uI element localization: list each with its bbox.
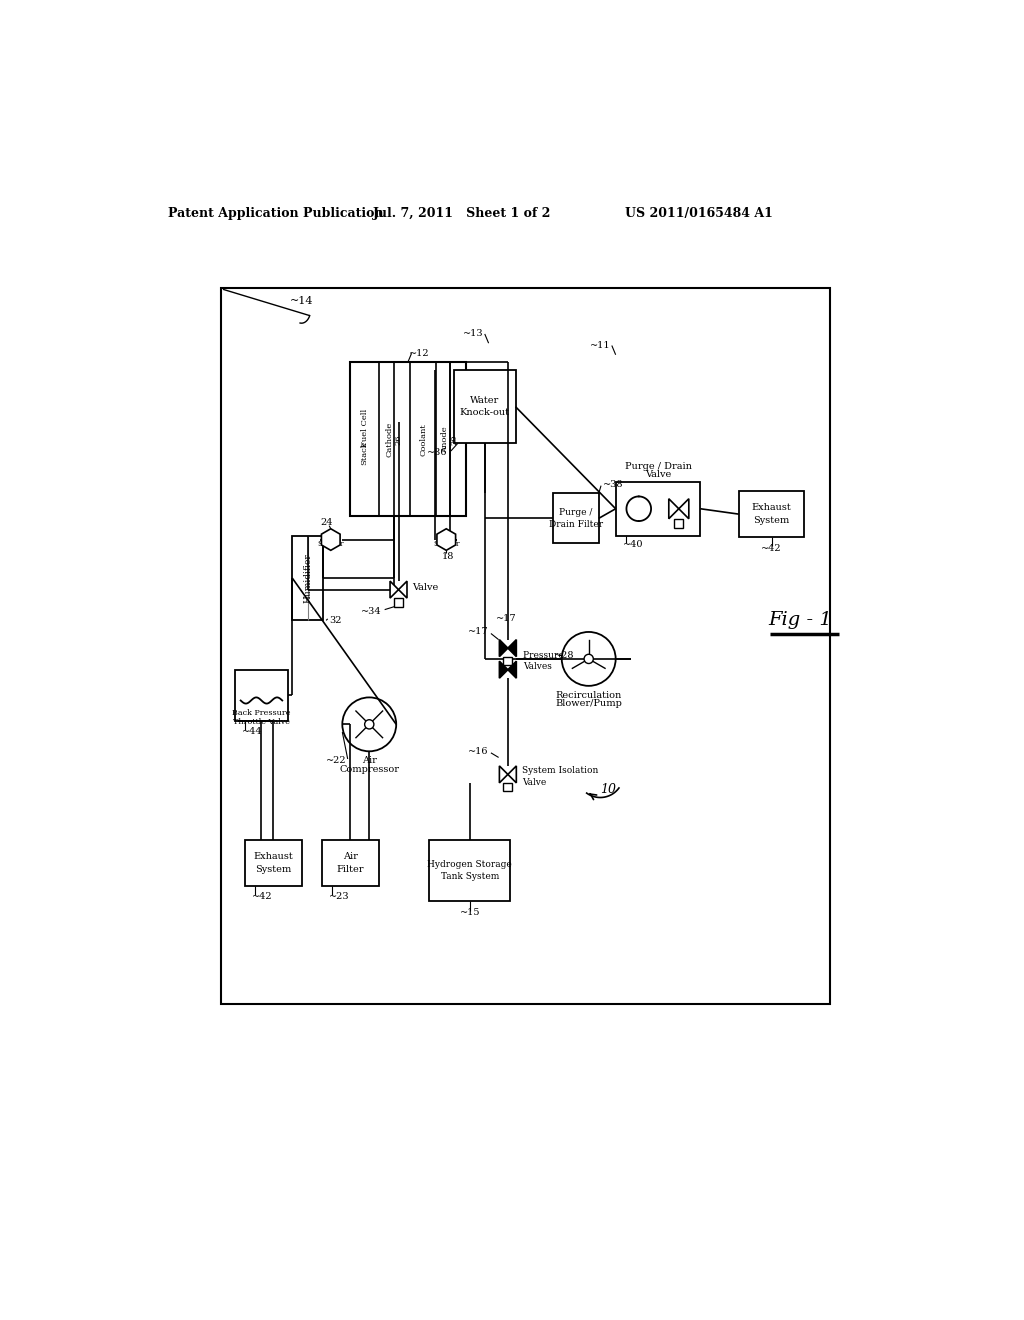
- Text: ~14: ~14: [290, 296, 313, 306]
- Bar: [229, 659, 407, 767]
- Polygon shape: [679, 499, 689, 519]
- Text: System: System: [255, 865, 292, 874]
- Text: ~40: ~40: [624, 540, 644, 549]
- Bar: [234, 671, 289, 721]
- Text: Blower/Pump: Blower/Pump: [555, 700, 623, 708]
- Bar: [615, 482, 700, 536]
- Polygon shape: [322, 529, 340, 550]
- Text: ~38: ~38: [602, 479, 623, 488]
- Text: Pr
Sensor: Pr Sensor: [433, 531, 460, 548]
- Text: Humidifier: Humidifier: [303, 553, 312, 603]
- Text: ~13: ~13: [463, 330, 483, 338]
- Circle shape: [342, 697, 396, 751]
- Bar: [245, 840, 302, 886]
- Text: Back Pressure: Back Pressure: [232, 709, 291, 717]
- Bar: [674, 519, 683, 528]
- Text: Throttle Valve: Throttle Valve: [233, 718, 290, 726]
- Text: Pressure Control: Pressure Control: [523, 651, 601, 660]
- Text: Patent Application Publication: Patent Application Publication: [168, 207, 383, 220]
- Text: Jul. 7, 2011   Sheet 1 of 2: Jul. 7, 2011 Sheet 1 of 2: [373, 207, 551, 220]
- Bar: [292, 536, 323, 620]
- Polygon shape: [398, 581, 407, 598]
- Polygon shape: [390, 581, 398, 598]
- Bar: [429, 840, 510, 902]
- Text: Air: Air: [361, 756, 377, 766]
- Text: ~36: ~36: [427, 447, 447, 457]
- Text: Pr
Sensor: Pr Sensor: [317, 531, 344, 548]
- Text: Coolant: Coolant: [419, 424, 427, 455]
- Circle shape: [365, 719, 374, 729]
- Text: ~42: ~42: [252, 892, 272, 902]
- Bar: [739, 491, 804, 537]
- Text: 32: 32: [330, 616, 342, 624]
- Text: Valve: Valve: [645, 470, 671, 479]
- Text: ~16: ~16: [468, 747, 488, 756]
- Text: 10: 10: [600, 783, 616, 796]
- Polygon shape: [500, 640, 508, 656]
- Text: ~34: ~34: [360, 607, 382, 615]
- Text: Exhaust: Exhaust: [752, 503, 792, 512]
- Polygon shape: [508, 640, 516, 656]
- Text: ~11: ~11: [590, 341, 610, 350]
- Bar: [221, 288, 829, 1003]
- Bar: [539, 482, 692, 558]
- Bar: [427, 355, 620, 693]
- Bar: [553, 494, 599, 544]
- Bar: [503, 783, 512, 792]
- Text: ~12: ~12: [409, 348, 430, 358]
- Text: Hydrogen Storage: Hydrogen Storage: [427, 861, 512, 869]
- Bar: [350, 363, 466, 516]
- Text: Valves: Valves: [523, 663, 552, 671]
- Text: Fuel Cell: Fuel Cell: [360, 409, 369, 447]
- Text: System: System: [754, 516, 790, 525]
- Text: Exhaust: Exhaust: [254, 853, 293, 861]
- Bar: [300, 343, 493, 675]
- Polygon shape: [669, 499, 679, 519]
- Text: Water: Water: [470, 396, 500, 405]
- Circle shape: [584, 655, 593, 664]
- Bar: [429, 729, 556, 829]
- Text: 24: 24: [321, 519, 333, 527]
- Text: Valve: Valve: [413, 583, 438, 591]
- Text: 18: 18: [441, 552, 454, 561]
- Text: US 2011/0165484 A1: US 2011/0165484 A1: [625, 207, 773, 220]
- Text: Cathode
26: Cathode 26: [385, 422, 402, 457]
- Text: ~44: ~44: [243, 727, 263, 735]
- Text: ~28: ~28: [554, 651, 574, 660]
- Text: Compressor: Compressor: [339, 764, 399, 774]
- Text: Knock-out: Knock-out: [460, 408, 510, 417]
- Text: Purge /: Purge /: [559, 508, 592, 516]
- Text: Air: Air: [343, 853, 357, 861]
- Text: Fig - 1: Fig - 1: [769, 611, 833, 630]
- Text: ~17: ~17: [468, 627, 488, 636]
- Text: Valve: Valve: [521, 777, 546, 787]
- Text: Tank System: Tank System: [440, 873, 499, 882]
- Text: Purge / Drain: Purge / Drain: [625, 462, 691, 471]
- Text: Stack: Stack: [360, 441, 369, 465]
- Bar: [394, 598, 403, 607]
- Bar: [503, 656, 512, 665]
- Text: Filter: Filter: [337, 865, 365, 874]
- Text: Drain Filter: Drain Filter: [549, 520, 603, 529]
- Circle shape: [562, 632, 615, 686]
- Bar: [454, 370, 515, 444]
- Text: Anode
20: Anode 20: [441, 426, 459, 453]
- Text: Recirculation: Recirculation: [556, 690, 622, 700]
- Bar: [322, 840, 379, 886]
- Text: ~42: ~42: [761, 544, 782, 553]
- Text: ~23: ~23: [330, 892, 350, 902]
- Polygon shape: [508, 661, 516, 678]
- Polygon shape: [500, 661, 508, 678]
- Polygon shape: [500, 766, 508, 783]
- Text: ~17: ~17: [496, 614, 517, 623]
- Polygon shape: [437, 529, 456, 550]
- Text: ~15: ~15: [460, 908, 480, 916]
- Text: ~22: ~22: [326, 756, 346, 766]
- Polygon shape: [508, 766, 516, 783]
- Text: System Isolation: System Isolation: [521, 766, 598, 775]
